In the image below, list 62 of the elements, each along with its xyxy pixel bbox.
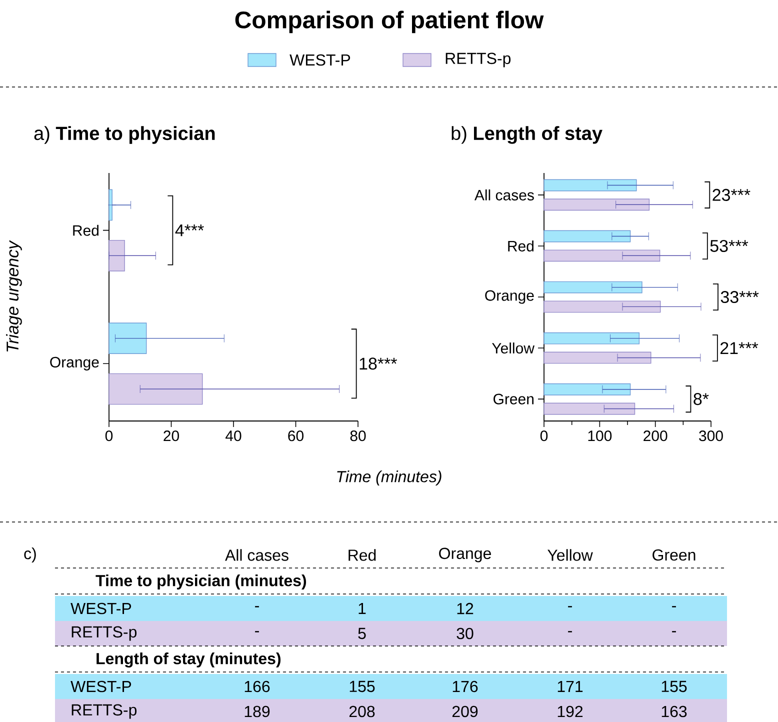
x-tick-label: 60 bbox=[288, 430, 304, 442]
text: 1 bbox=[358, 602, 366, 614]
category-label: Green bbox=[652, 549, 696, 561]
text: 12 bbox=[457, 602, 474, 614]
text: Time to physician (minutes) bbox=[96, 574, 306, 590]
y-tick-label: Yellow bbox=[492, 342, 535, 354]
text: 18*** bbox=[360, 358, 398, 370]
text: 176 bbox=[452, 680, 478, 692]
text: 21*** bbox=[720, 342, 758, 354]
text: 30 bbox=[456, 628, 474, 640]
text: - bbox=[255, 606, 259, 608]
text: Comparison of patient flow bbox=[235, 10, 544, 34]
x-tick-label: 20 bbox=[164, 430, 179, 442]
text: 208 bbox=[349, 706, 375, 718]
text: Length of stay (minutes) bbox=[96, 652, 281, 668]
text: RETTS-p bbox=[72, 704, 137, 719]
x-tick-label: 80 bbox=[350, 430, 366, 442]
text: - bbox=[568, 631, 572, 632]
text: 155 bbox=[350, 680, 375, 692]
y-tick-label: Orange bbox=[485, 290, 534, 304]
chart-title: a) Time to physician bbox=[34, 126, 215, 144]
x-tick-label: 0 bbox=[540, 430, 548, 442]
y-tick-label: All cases bbox=[474, 189, 534, 200]
y-tick-label: Green bbox=[494, 394, 534, 404]
annotation: 8* bbox=[694, 393, 709, 406]
x-tick-label: 0 bbox=[105, 430, 113, 442]
legend-label: RETTS-p bbox=[446, 52, 511, 68]
annotation: 53*** bbox=[710, 240, 748, 252]
x-tick-label: 300 bbox=[699, 430, 723, 442]
legend-label: WEST-P bbox=[290, 54, 350, 66]
text: 163 bbox=[662, 706, 687, 718]
text: c) bbox=[24, 548, 36, 562]
bar bbox=[108, 189, 112, 221]
text: 189 bbox=[244, 706, 270, 718]
x-tick-label: 100 bbox=[588, 430, 612, 442]
text: WEST-P bbox=[70, 680, 132, 692]
text: 23*** bbox=[712, 188, 750, 201]
y-tick-label: Red bbox=[508, 240, 534, 252]
text: - bbox=[255, 631, 259, 632]
category-label: Orange bbox=[439, 548, 491, 562]
x-tick-label: 40 bbox=[226, 430, 242, 442]
text: - bbox=[672, 606, 676, 608]
text: WEST-P bbox=[70, 602, 132, 614]
text: 209 bbox=[452, 706, 478, 718]
category-label: All cases bbox=[225, 549, 288, 561]
text: 155 bbox=[662, 680, 687, 692]
text: - bbox=[672, 631, 676, 632]
bar bbox=[108, 240, 125, 272]
text: 166 bbox=[244, 680, 270, 692]
y-axis-title: Triage urgency bbox=[6, 240, 22, 352]
text: 5 bbox=[358, 628, 366, 640]
text: 171 bbox=[558, 680, 583, 692]
annotation: 4*** bbox=[175, 224, 204, 236]
text: - bbox=[568, 606, 572, 608]
category-label: Yellow bbox=[548, 549, 593, 561]
category-label: Red bbox=[348, 549, 376, 561]
x-tick-label: 200 bbox=[644, 430, 668, 442]
chart-title: b) Length of stay bbox=[452, 126, 602, 144]
x-axis-title: Time (minutes) bbox=[337, 470, 442, 486]
text: 192 bbox=[558, 706, 583, 718]
text: 33*** bbox=[720, 290, 759, 304]
text: RETTS-p bbox=[72, 626, 137, 641]
